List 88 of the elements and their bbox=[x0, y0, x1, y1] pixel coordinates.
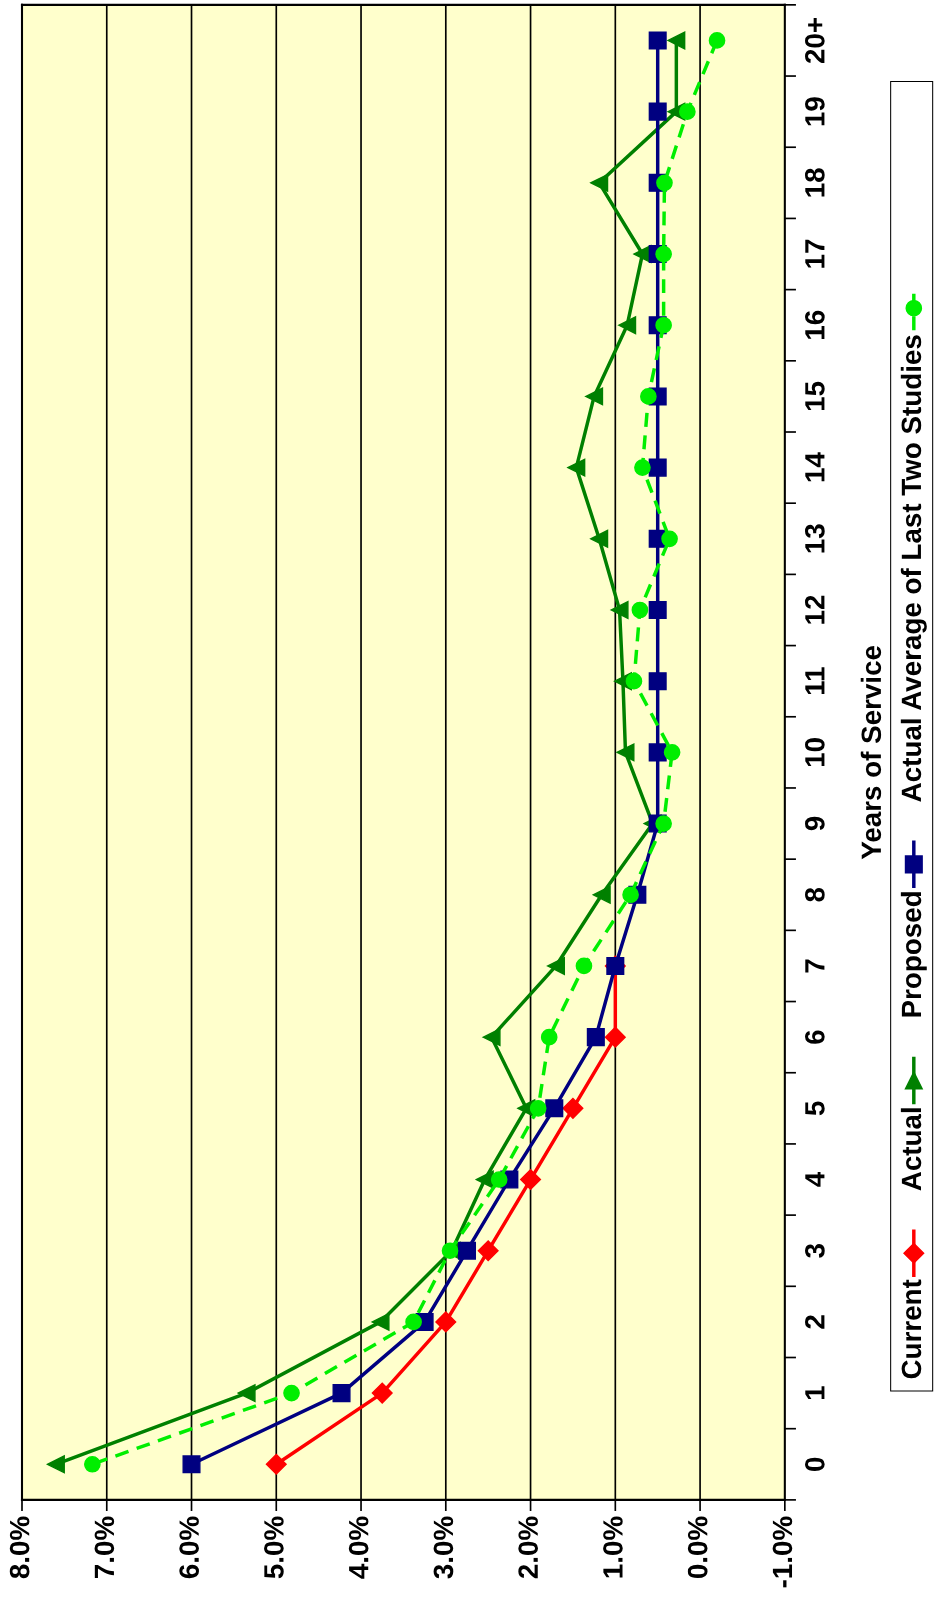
point bbox=[604, 1026, 626, 1048]
point bbox=[648, 672, 667, 691]
y-tick-label: 6 bbox=[805, 1030, 825, 1044]
point bbox=[679, 103, 696, 120]
point bbox=[520, 1169, 542, 1191]
point bbox=[567, 458, 586, 477]
y-tick-label: 18 bbox=[805, 168, 825, 197]
point bbox=[648, 458, 667, 477]
y-tick-label: 1 bbox=[805, 1386, 825, 1400]
point bbox=[663, 744, 681, 761]
x-tick-label: 4.0% bbox=[348, 1516, 369, 1579]
y-tick-label: 20+ bbox=[805, 18, 825, 64]
x-tick-label: 0.0% bbox=[687, 1516, 708, 1579]
point bbox=[618, 316, 637, 335]
point bbox=[371, 1312, 390, 1331]
point bbox=[371, 1382, 393, 1404]
x-tick-label: 6.0% bbox=[179, 1516, 199, 1579]
y-axis-title: Years of Service bbox=[860, 645, 882, 860]
point bbox=[586, 1028, 605, 1047]
point bbox=[648, 743, 667, 762]
point bbox=[546, 956, 566, 975]
x-tick-label: 5.0% bbox=[264, 1516, 284, 1579]
point bbox=[457, 1241, 477, 1260]
point bbox=[482, 1028, 501, 1047]
point bbox=[648, 102, 667, 121]
x-tick-label: 1.0% bbox=[603, 1516, 623, 1578]
point bbox=[655, 316, 672, 334]
y-tick-label: 11 bbox=[805, 667, 825, 695]
point bbox=[634, 459, 651, 476]
point bbox=[590, 529, 609, 548]
y-tick-label: 17 bbox=[805, 239, 825, 268]
point bbox=[529, 1099, 547, 1117]
y-tick-label: 10 bbox=[805, 738, 825, 767]
point bbox=[667, 31, 686, 50]
point bbox=[265, 1453, 287, 1475]
point bbox=[648, 600, 667, 620]
point bbox=[84, 1455, 101, 1473]
point bbox=[540, 1028, 558, 1046]
legend-label: Actual Average of Last Two Studies bbox=[900, 335, 927, 802]
point bbox=[46, 1455, 65, 1474]
y-tick-label: 0 bbox=[805, 1457, 825, 1471]
y-tick-label: 9 bbox=[805, 816, 825, 831]
legend-label: Actual bbox=[900, 1108, 922, 1191]
x-tick-label: 7.0% bbox=[94, 1516, 115, 1578]
point bbox=[405, 1313, 422, 1331]
y-tick-label: 8 bbox=[805, 887, 825, 902]
y-tick-label: 16 bbox=[805, 310, 825, 339]
point bbox=[283, 1384, 300, 1402]
point bbox=[237, 1384, 256, 1403]
legend-label: Current bbox=[901, 1279, 922, 1379]
point bbox=[575, 957, 593, 975]
legend-label: Proposed bbox=[900, 892, 927, 1017]
point bbox=[562, 1097, 584, 1119]
point bbox=[332, 1384, 351, 1403]
point bbox=[631, 601, 649, 619]
y-tick-label: 19 bbox=[805, 97, 825, 126]
point bbox=[490, 1171, 508, 1188]
x-tick-label: 3.0% bbox=[433, 1516, 454, 1579]
y-tick-label: 2 bbox=[805, 1315, 825, 1329]
y-tick-label: 5 bbox=[805, 1101, 825, 1116]
y-tick-label: 3 bbox=[805, 1243, 825, 1258]
y-tick-label: 12 bbox=[805, 595, 825, 624]
y-tick-label: 14 bbox=[805, 452, 825, 482]
y-tick-label: 13 bbox=[805, 524, 825, 553]
point bbox=[625, 672, 643, 690]
y-tick-label: 7 bbox=[805, 959, 825, 973]
point bbox=[708, 32, 726, 49]
point bbox=[661, 530, 678, 548]
point bbox=[640, 388, 657, 405]
x-tick-label: -1.0% bbox=[772, 1516, 793, 1588]
point bbox=[585, 387, 604, 406]
y-tick-label: 15 bbox=[805, 381, 825, 411]
y-tick-label: 4 bbox=[805, 1171, 825, 1187]
point bbox=[435, 1311, 457, 1333]
point bbox=[610, 600, 629, 620]
point bbox=[545, 1099, 564, 1118]
x-tick-label: 2.0% bbox=[518, 1516, 539, 1579]
x-tick-label: 8.0% bbox=[9, 1516, 30, 1579]
point bbox=[648, 31, 667, 50]
point bbox=[477, 1240, 499, 1262]
point bbox=[622, 886, 639, 904]
point bbox=[590, 173, 609, 192]
point bbox=[182, 1455, 201, 1474]
point bbox=[592, 885, 611, 904]
point bbox=[655, 815, 672, 832]
point bbox=[616, 743, 635, 762]
point bbox=[655, 245, 672, 263]
point bbox=[656, 174, 673, 192]
